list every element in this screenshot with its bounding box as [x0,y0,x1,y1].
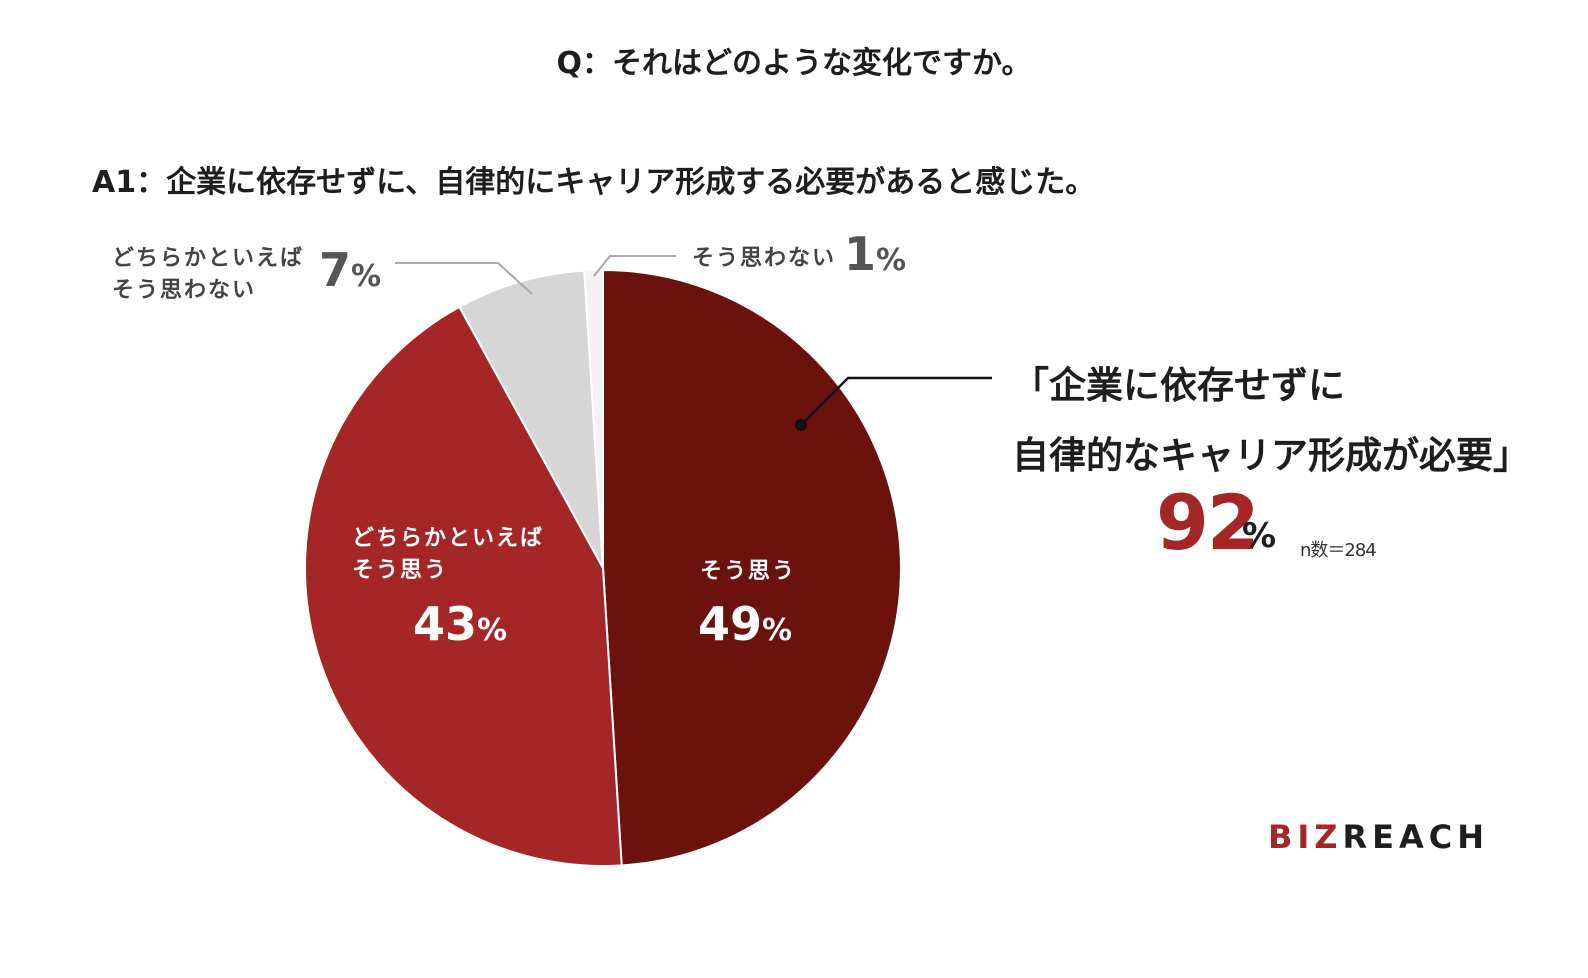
bizreach-logo: BIZREACH [1268,818,1489,856]
slice-label-1-line-1: そう思う [700,559,796,584]
slice-value-1: 49% [698,597,792,651]
callout-line-2: 自律的なキャリア形成が必要」 [1012,434,1530,477]
slice-label-3-line-2: そう思わない [112,278,256,303]
callout-value: 92 [1156,478,1260,567]
logo-biz: BIZ [1268,818,1343,856]
logo-reach: REACH [1342,818,1490,856]
leader-line-4 [593,255,676,277]
slice-label-3-line-1: どちらかといえば [112,246,304,271]
slice-label-4-line-1: そう思わない [692,246,836,271]
pie-slice-2 [304,305,623,867]
pie-slice-4 [583,268,604,569]
slice-value-3: 7% [319,243,381,297]
leader-line-3 [395,262,533,295]
answer-subtitle: A1：企業に依存せずに、自律的にキャリア形成する必要があると感じた。 [92,165,1096,200]
slice-value-4: 1% [844,227,906,281]
slice-label-2-line-1: どちらかといえば [352,526,544,551]
slice-value-2: 43% [413,597,507,651]
pie-slice-1 [602,268,902,867]
slice-label-2-line-2: そう思う [352,558,448,583]
callout-unit: % [1242,516,1277,556]
callout-connector [800,376,992,426]
question-title: Q：それはどのような変化ですか。 [556,46,1032,81]
callout-line-1: 「企業に依存せずに [1012,364,1345,407]
callout-dot [795,419,807,431]
sample-size: n数＝284 [1300,540,1377,561]
